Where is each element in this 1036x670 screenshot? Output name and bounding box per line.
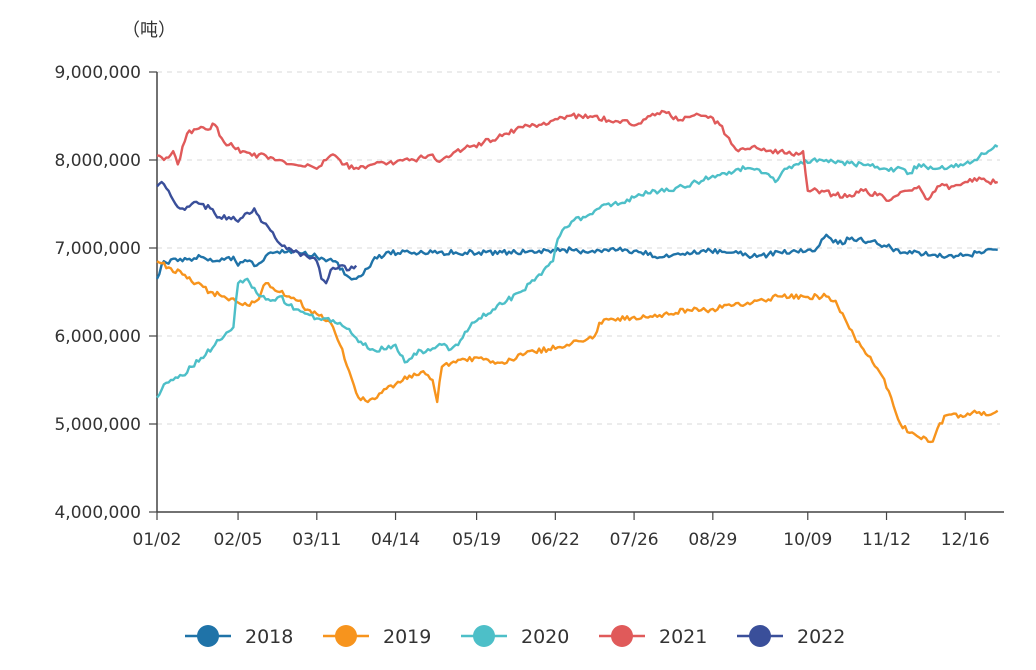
- legend-item-2018[interactable]: 2018: [185, 625, 293, 648]
- series-line-2021: [156, 109, 999, 202]
- legend-item-2019[interactable]: 2019: [323, 625, 431, 648]
- legend-item-2021[interactable]: 2021: [599, 625, 707, 648]
- series-line-2020: [156, 144, 999, 399]
- legend-label: 2019: [383, 626, 431, 648]
- y-tick-label: 9,000,000: [54, 63, 141, 83]
- x-tick-label: 12/16: [941, 530, 990, 550]
- series-line-2018: [155, 233, 998, 281]
- legend-label: 2021: [659, 626, 707, 648]
- x-tick-label: 11/12: [862, 530, 911, 550]
- legend-item-2022[interactable]: 2022: [737, 625, 845, 648]
- y-tick-label: 4,000,000: [54, 503, 141, 523]
- y-tick-label: 8,000,000: [54, 151, 141, 171]
- series-line-2022: [156, 180, 358, 285]
- x-tick-label: 06/22: [531, 530, 580, 550]
- x-tick-label: 03/11: [292, 530, 341, 550]
- x-tick-label: 01/02: [133, 530, 182, 550]
- x-tick-label: 10/09: [783, 530, 832, 550]
- grid-lines: [157, 71, 1000, 425]
- x-tick-label: 05/19: [452, 530, 501, 550]
- x-tick-label: 08/29: [688, 530, 737, 550]
- series-lines: [155, 109, 999, 444]
- legend-marker: [611, 625, 633, 647]
- y-tick-label: 5,000,000: [54, 415, 141, 435]
- legend-label: 2022: [797, 626, 845, 648]
- legend-marker: [473, 625, 495, 647]
- legend-item-2020[interactable]: 2020: [461, 625, 569, 648]
- legend-marker: [197, 625, 219, 647]
- series-line-2019: [156, 260, 999, 444]
- x-tick-label: 07/26: [610, 530, 659, 550]
- x-tick-label: 04/14: [371, 530, 420, 550]
- legend-marker: [335, 625, 357, 647]
- y-tick-label: 6,000,000: [54, 327, 141, 347]
- y-axis-unit-label: （吨）: [122, 20, 176, 41]
- x-tick-label: 02/05: [214, 530, 263, 550]
- axes: 4,000,000 5,000,000 6,000,000 7,000,000 8,00…: [54, 63, 1004, 550]
- legend-marker: [749, 625, 771, 647]
- legend-label: 2020: [521, 626, 569, 648]
- y-tick-label: 7,000,000: [54, 239, 141, 259]
- legend: 2018 2019 2020 2021 2022: [185, 625, 845, 648]
- legend-label: 2018: [245, 626, 293, 648]
